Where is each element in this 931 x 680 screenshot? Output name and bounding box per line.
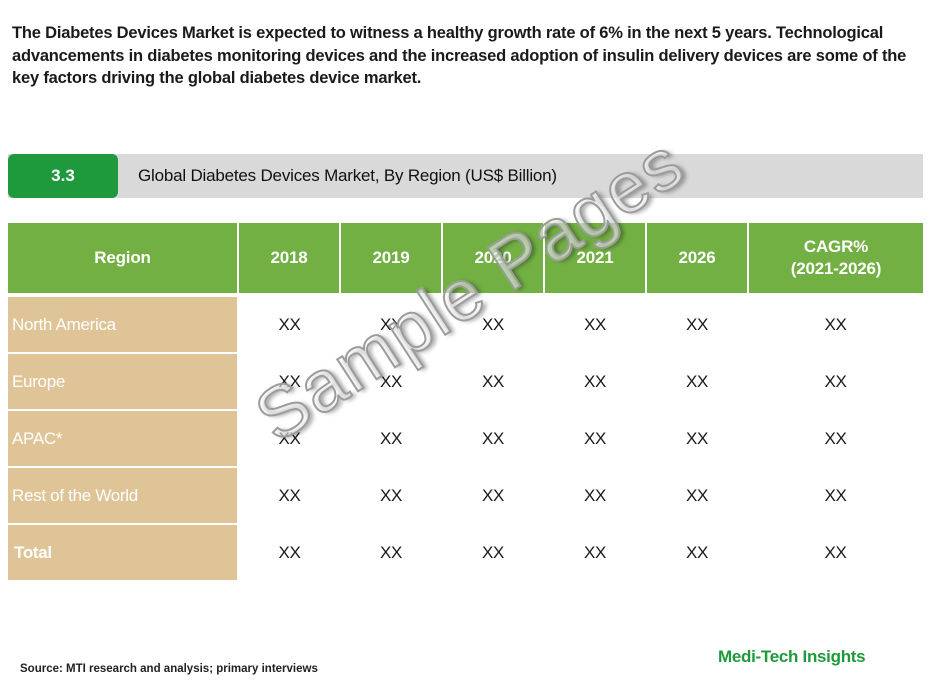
table-cell: XX: [340, 295, 442, 354]
table-cell: XX: [238, 467, 340, 525]
table-cell: XX: [442, 410, 544, 468]
table-cell: XX: [544, 295, 646, 354]
table-cell: XX: [442, 467, 544, 525]
table-row: Europe XX XX XX XX XX XX: [8, 353, 923, 411]
table-cell: XX: [340, 353, 442, 411]
table-cell: XX: [544, 410, 646, 468]
table-cell: XX: [748, 295, 923, 354]
table-cell: XX: [238, 353, 340, 411]
table-cell: XX: [748, 410, 923, 468]
table-cell: XX: [238, 410, 340, 468]
source-note: Source: MTI research and analysis; prima…: [20, 663, 318, 675]
brand-logo-text: Medi-Tech Insights: [718, 647, 866, 666]
header-cagr-period: (2021-2026): [790, 259, 882, 278]
table-row-total: Total XX XX XX XX XX XX: [8, 524, 923, 582]
table-cell: XX: [646, 524, 748, 582]
table-cell: XX: [442, 524, 544, 582]
header-2026: 2026: [646, 223, 749, 297]
table-row: APAC* XX XX XX XX XX XX: [8, 410, 923, 468]
header-2021: 2021: [544, 223, 647, 297]
table-cell: XX: [646, 353, 748, 411]
header-cagr: CAGR% (2021-2026): [748, 223, 923, 297]
table-cell: XX: [238, 524, 340, 582]
table-cell: XX: [646, 410, 748, 468]
table-cell: XX: [238, 295, 340, 354]
table-cell: XX: [442, 353, 544, 411]
table-cell: XX: [544, 467, 646, 525]
header-cagr-label: CAGR%: [803, 237, 869, 256]
table-cell: XX: [646, 467, 748, 525]
table-row: North America XX XX XX XX XX XX: [8, 295, 923, 354]
region-market-table: Region 2018 2019 2020 2021 2026 CAGR% (2…: [8, 223, 923, 582]
table-cell: XX: [748, 524, 923, 582]
header-2018: 2018: [238, 223, 341, 297]
table-cell: XX: [748, 467, 923, 525]
table-cell: XX: [646, 295, 748, 354]
section-number-badge: 3.3: [8, 154, 118, 198]
section-header-bar: 3.3 Global Diabetes Devices Market, By R…: [8, 154, 923, 198]
table-cell: XX: [544, 524, 646, 582]
table-cell: XX: [340, 524, 442, 582]
table-row: Rest of the World XX XX XX XX XX XX: [8, 467, 923, 525]
region-name: North America: [8, 295, 239, 354]
region-name: APAC*: [8, 410, 239, 468]
region-name-total: Total: [8, 524, 239, 582]
table-cell: XX: [748, 353, 923, 411]
table-cell: XX: [340, 410, 442, 468]
header-region: Region: [8, 223, 239, 297]
table-cell: XX: [442, 295, 544, 354]
region-name: Rest of the World: [8, 467, 239, 525]
section-title: Global Diabetes Devices Market, By Regio…: [138, 166, 557, 185]
intro-paragraph: The Diabetes Devices Market is expected …: [12, 24, 907, 87]
header-2020: 2020: [442, 223, 545, 297]
table-cell: XX: [544, 353, 646, 411]
table-header-row: Region 2018 2019 2020 2021 2026 CAGR% (2…: [8, 223, 923, 297]
table-cell: XX: [340, 467, 442, 525]
region-name: Europe: [8, 353, 239, 411]
header-2019: 2019: [340, 223, 443, 297]
